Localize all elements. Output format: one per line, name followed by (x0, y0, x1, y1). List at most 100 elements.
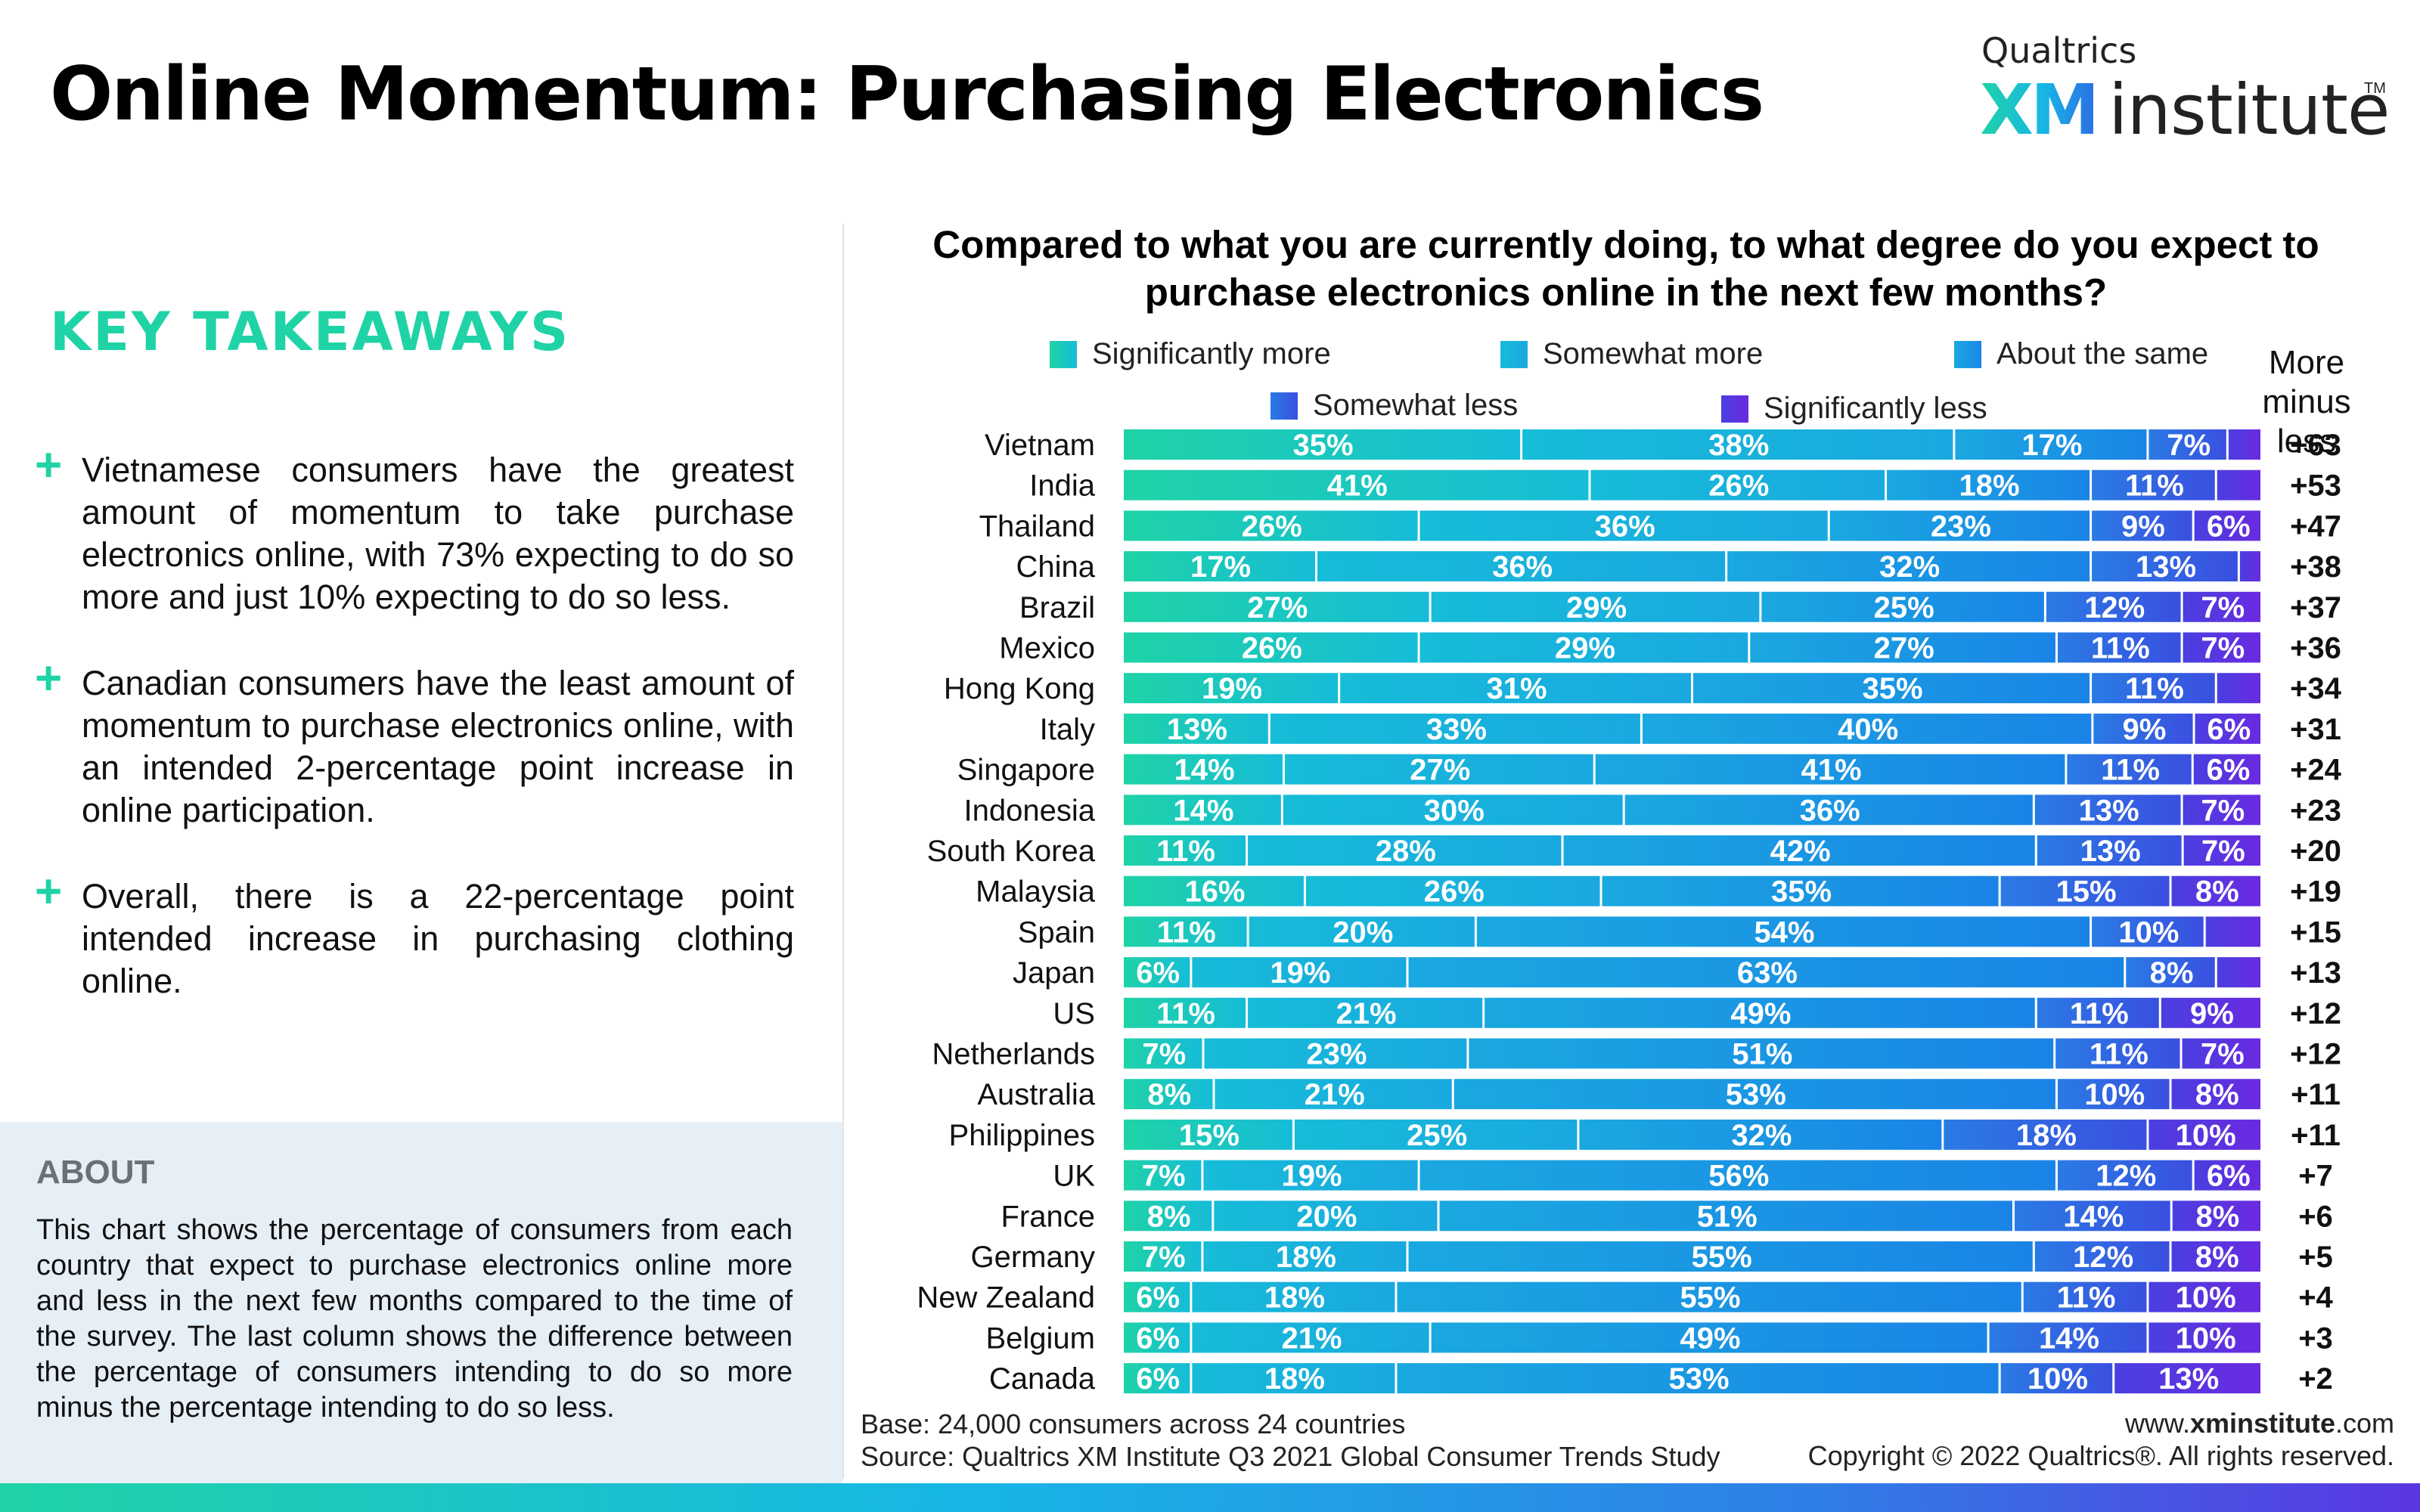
bar-segment (1124, 754, 1283, 785)
bar-segment (1204, 1038, 1467, 1069)
bar-segment (1124, 1241, 1202, 1272)
category-label: Vietnam (985, 429, 1095, 462)
category-label: Singapore (957, 754, 1095, 787)
data-label: 8% (2195, 1078, 2239, 1111)
bar-segment (1419, 632, 1748, 663)
bar-segment (2126, 957, 2215, 988)
data-label: 8% (2195, 875, 2239, 909)
legend-label: About the same (1996, 337, 2209, 370)
data-label: 28% (1376, 835, 1436, 868)
more-minus-less-value: +37 (2290, 591, 2341, 624)
category-label: US (1053, 997, 1095, 1030)
data-label: 12% (2073, 1241, 2133, 1274)
data-label: 7% (2167, 429, 2211, 462)
more-minus-less-value: +5 (2298, 1241, 2333, 1274)
bar-segment (1249, 916, 1475, 947)
category-label: Mexico (999, 632, 1095, 665)
data-label: 6% (1136, 1281, 1180, 1315)
logo-trademark: TM (2364, 80, 2386, 97)
bar-segment (1317, 551, 1726, 582)
data-label: 6% (1136, 956, 1180, 990)
more-minus-less-value: +12 (2290, 997, 2341, 1030)
legend-label: Significantly less (1764, 392, 1987, 425)
data-label: 18% (2016, 1119, 2077, 1152)
bar-segment (2149, 429, 2226, 460)
data-label: 21% (1336, 997, 1397, 1030)
bar-segment (2093, 713, 2193, 744)
bar-segment (2057, 1079, 2170, 1110)
bar-segment (1124, 1079, 1213, 1110)
data-label: 49% (1730, 997, 1791, 1030)
bar-segment (2182, 1038, 2260, 1069)
bar-segment (1624, 795, 2033, 826)
bar-segment (1124, 510, 1418, 541)
legend-swatch (1954, 340, 1981, 368)
legend-swatch (1270, 392, 1298, 420)
more-minus-less-value: +12 (2290, 1038, 2341, 1071)
more-minus-less-value: +47 (2290, 510, 2341, 543)
data-label: 38% (1708, 429, 1769, 462)
bar-segment (1563, 835, 2035, 866)
bar-segment (2034, 795, 2181, 826)
bar-segment (1305, 875, 1600, 906)
data-label: 7% (1142, 1241, 1186, 1274)
data-label: 15% (1179, 1119, 1239, 1152)
bar-segment (2055, 1038, 2180, 1069)
data-label: 49% (1680, 1321, 1741, 1355)
about-text: This chart shows the percentage of consu… (36, 1214, 793, 1424)
more-minus-less-value: +36 (2290, 632, 2341, 665)
data-label: 19% (1202, 672, 1262, 705)
bar-segment (1215, 1079, 1452, 1110)
data-label: 11% (1156, 997, 1215, 1030)
legend-swatch (1500, 340, 1528, 368)
data-label: 21% (1281, 1321, 1342, 1355)
bar-segment (2228, 429, 2260, 460)
bar-segment (1887, 469, 2090, 500)
copyright-notice: Copyright © 2022 Qualtrics®. All rights … (1807, 1440, 2394, 1471)
bar-segment (1192, 1363, 1395, 1394)
bar-segment (1397, 1363, 1999, 1394)
category-label: South Korea (927, 835, 1096, 868)
bar-segment (2092, 673, 2215, 704)
bar-segment (2092, 510, 2192, 541)
legend-significantly-less: Significantly less (1721, 392, 1987, 426)
data-label: 11% (2090, 1038, 2149, 1071)
bar-segment (2161, 997, 2260, 1028)
key-takeaways-heading: KEY TAKEAWAYS (50, 301, 571, 363)
about-panel: ABOUT This chart shows the percentage of… (0, 1122, 842, 1485)
more-minus-less-value: +11 (2291, 1078, 2341, 1111)
data-label: 21% (1305, 1078, 1365, 1111)
data-label: 35% (1771, 875, 1832, 909)
bar-segment (1727, 551, 2090, 582)
legend-swatch (1721, 395, 1748, 423)
about-heading: ABOUT (36, 1154, 155, 1191)
data-label: 13% (2080, 835, 2141, 868)
data-label: 27% (1874, 632, 1934, 665)
footer-notes: Base: 24,000 consumers across 24 countri… (861, 1408, 1720, 1473)
bar-segment (1124, 795, 1281, 826)
bar-segment (2057, 632, 2181, 663)
data-label: 25% (1407, 1119, 1467, 1152)
bar-segment (2114, 1363, 2260, 1394)
more-minus-less-value: +38 (2290, 550, 2341, 584)
data-label: 16% (1184, 875, 1245, 909)
bar-segment (2000, 875, 2170, 906)
logo-institute-text: institute (2108, 70, 2390, 150)
data-label: 51% (1697, 1200, 1758, 1233)
qualtrics-xm-institute-logo: Qualtrics XM institute TM (1980, 30, 2390, 150)
bar-segment (1397, 1281, 2021, 1312)
data-label: 7% (2201, 632, 2245, 665)
category-label: Japan (1013, 956, 1095, 990)
data-label: 7% (2201, 835, 2245, 868)
data-label: 53% (1668, 1362, 1729, 1396)
bar-segment (1485, 997, 2035, 1028)
legend-somewhat-less: Somewhat less (1270, 389, 1518, 423)
more-minus-less-value: +24 (2290, 754, 2342, 787)
bar-segment (1408, 1241, 2033, 1272)
page-title: Online Momentum: Purchasing Electronics (50, 51, 1764, 138)
data-label: 25% (1874, 591, 1934, 624)
data-label: 13% (2136, 550, 2196, 584)
website-link[interactable]: www.xminstitute.com (2125, 1408, 2394, 1439)
data-label: 17% (2021, 429, 2082, 462)
data-label: 51% (1732, 1038, 1792, 1071)
